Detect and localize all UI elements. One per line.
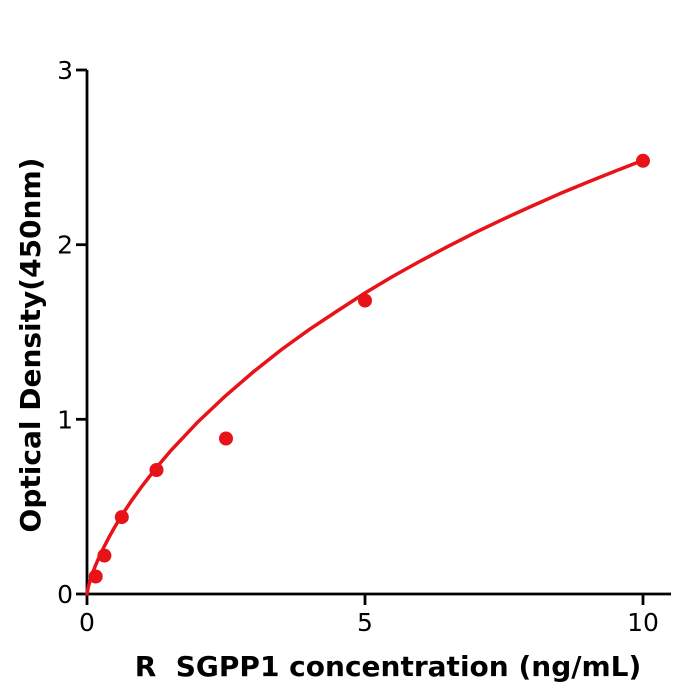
axes: 0 5 10 0 1 2 3 <box>57 56 671 637</box>
data-point <box>219 431 233 446</box>
x-tick-label: 0 <box>79 608 95 637</box>
y-axis-label: Optical Density(450nm) <box>14 158 47 533</box>
data-point <box>114 510 129 525</box>
y-tick-label: 3 <box>57 56 73 85</box>
y-tick-label: 0 <box>57 580 73 609</box>
data-point <box>88 569 103 584</box>
data-point <box>149 463 164 477</box>
x-tick-label: 5 <box>357 608 373 637</box>
x-axis-label: R SGPP1 concentration (ng/mL) <box>135 650 642 683</box>
axis-spines <box>85 70 671 596</box>
data-point <box>358 293 372 308</box>
y-tick-label: 1 <box>57 405 73 434</box>
y-tick-label: 2 <box>57 231 73 260</box>
x-tick-label: 10 <box>627 608 659 637</box>
plot-series <box>85 153 650 596</box>
data-point <box>636 153 650 168</box>
fit-curve <box>85 158 645 596</box>
data-point <box>97 548 112 563</box>
